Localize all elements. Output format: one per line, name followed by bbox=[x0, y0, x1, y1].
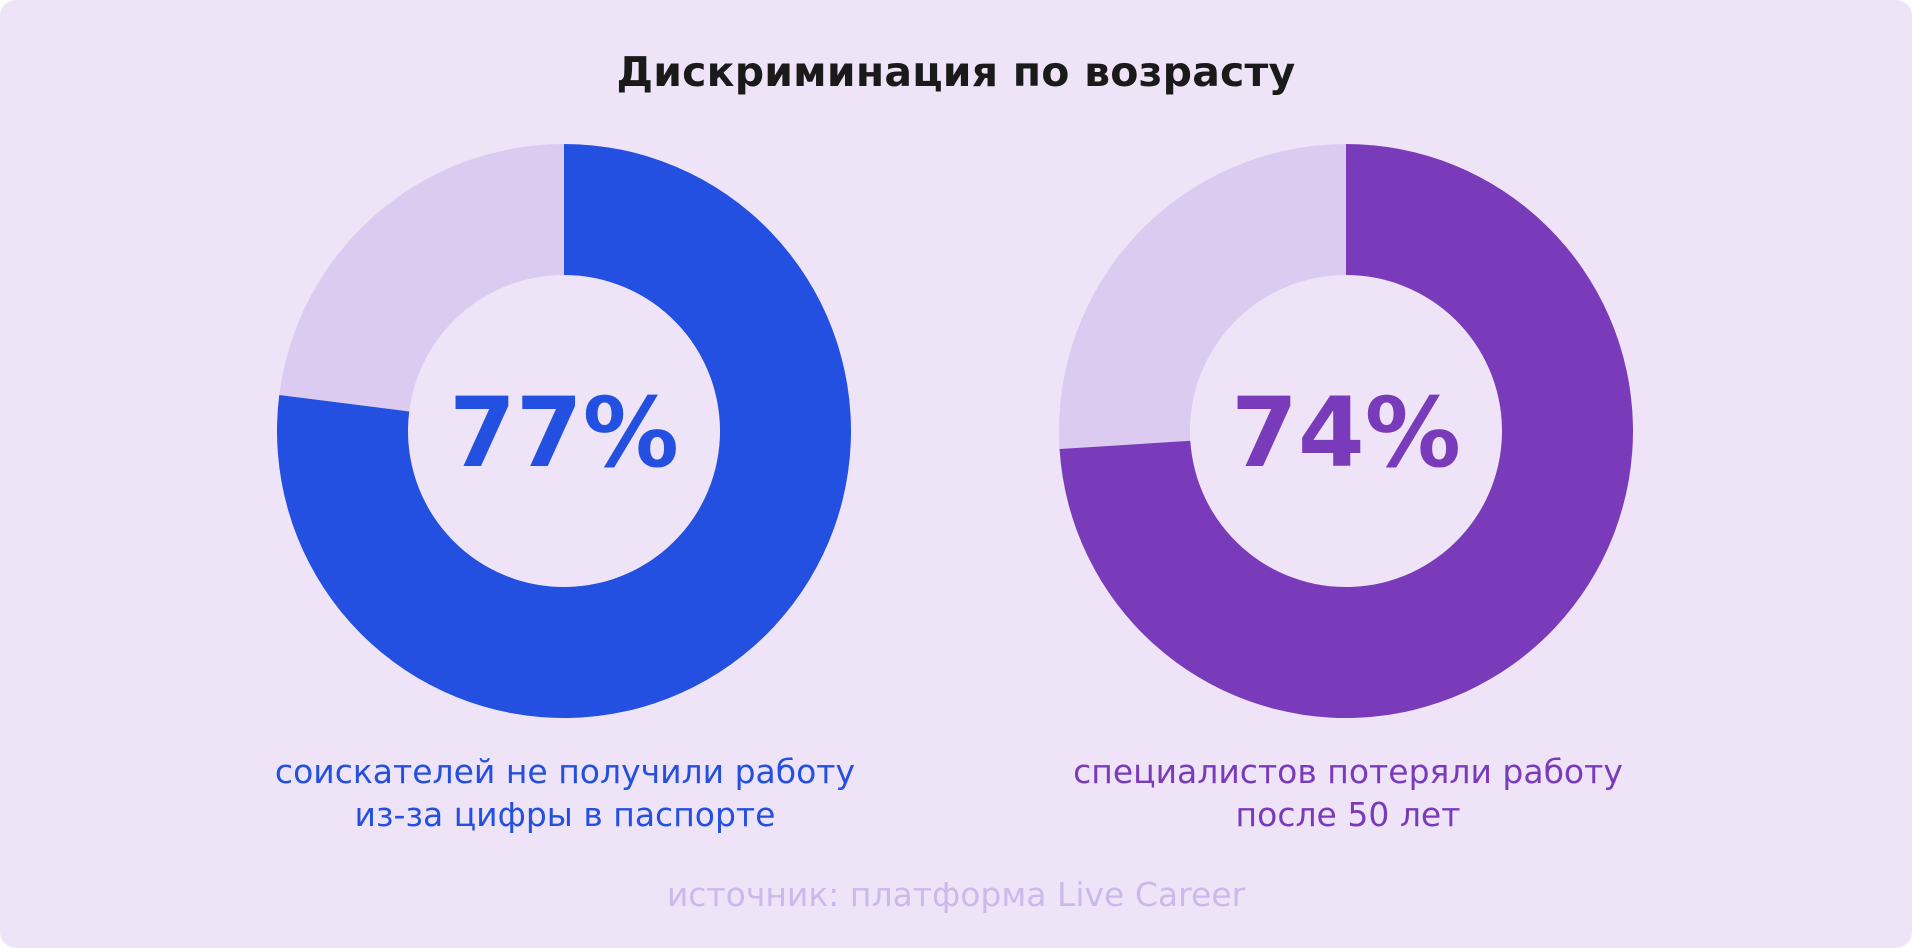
donut-2-caption-line-2: после 50 лет bbox=[1235, 795, 1461, 834]
donut-2-value-label: 74% bbox=[1231, 377, 1461, 489]
donut-2-hole bbox=[1190, 275, 1502, 587]
donut-2-value-slice bbox=[1059, 144, 1634, 718]
donut-1-caption: соискателей не получили работу из-за циф… bbox=[185, 750, 945, 836]
donut-chart-1: 77% bbox=[276, 144, 851, 718]
donut-1-value-slice bbox=[276, 144, 851, 718]
donut-1-caption-line-1: соискателей не получили работу bbox=[274, 752, 856, 791]
chart-title: Дискриминация по возрасту bbox=[616, 48, 1296, 96]
donut-1-hole bbox=[408, 275, 720, 587]
donut-2-caption-line-1: специалистов потеряли работу bbox=[1073, 752, 1623, 791]
donut-2-caption: специалистов потеряли работу после 50 ле… bbox=[968, 750, 1728, 836]
donut-1-track-slice bbox=[279, 144, 564, 412]
donut-1-value-label: 77% bbox=[449, 377, 679, 489]
donut-2-track-slice bbox=[1059, 144, 1346, 450]
donut-1-caption-line-2: из-за цифры в паспорте bbox=[354, 795, 776, 834]
donut-chart-2: 74% bbox=[1059, 144, 1634, 718]
source-note: источник: платформа Live Career bbox=[666, 875, 1246, 914]
